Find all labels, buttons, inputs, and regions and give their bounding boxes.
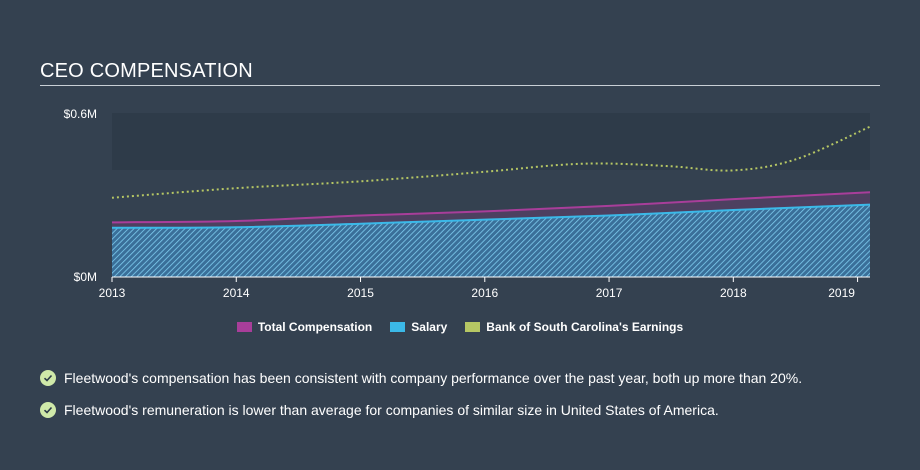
- y-tick-label: $0.6M: [64, 107, 97, 121]
- insight-list: Fleetwood's compensation has been consis…: [40, 368, 802, 432]
- insight-text: Fleetwood's remuneration is lower than a…: [64, 402, 719, 418]
- check-icon: [40, 370, 56, 386]
- legend-item-salary[interactable]: Salary: [390, 320, 447, 334]
- chart-upper-band: [112, 113, 870, 170]
- legend-swatch: [236, 322, 252, 332]
- x-tick-label: 2014: [223, 286, 250, 300]
- x-tick-label: 2017: [596, 286, 623, 300]
- insight-item: Fleetwood's remuneration is lower than a…: [40, 400, 802, 420]
- x-tick-label: 2015: [347, 286, 374, 300]
- legend-item-total-compensation[interactable]: Total Compensation: [236, 320, 373, 334]
- title-divider: [40, 85, 880, 86]
- insight-text: Fleetwood's compensation has been consis…: [64, 370, 803, 386]
- x-tick-label: 2013: [99, 286, 126, 300]
- series-line-total-compensation: [111, 191, 871, 224]
- y-tick-label: $0M: [74, 270, 97, 284]
- legend-label: Salary: [411, 320, 448, 334]
- x-tick-label: 2019: [828, 286, 855, 300]
- chart-legend: Total Compensation Salary Bank of South …: [0, 320, 920, 334]
- legend-swatch: [390, 322, 406, 332]
- series-line-earnings: [111, 125, 871, 199]
- series-area-salary: [112, 204, 870, 277]
- legend-label: Bank of South Carolina's Earnings: [486, 320, 684, 334]
- compensation-chart: $0.6M $0M 2013 2014 2015 2016 2017 2018 2019: [64, 107, 871, 300]
- series-line-salary: [111, 203, 871, 229]
- chart-title: CEO COMPENSATION: [40, 60, 253, 82]
- legend-swatch: [465, 322, 481, 332]
- x-tick-label: 2016: [471, 286, 498, 300]
- check-icon: [40, 402, 56, 418]
- legend-label: Total Compensation: [257, 320, 373, 334]
- legend-item-earnings[interactable]: Bank of South Carolina's Earnings: [465, 320, 683, 334]
- x-tick-label: 2018: [720, 286, 747, 300]
- insight-item: Fleetwood's compensation has been consis…: [40, 368, 802, 388]
